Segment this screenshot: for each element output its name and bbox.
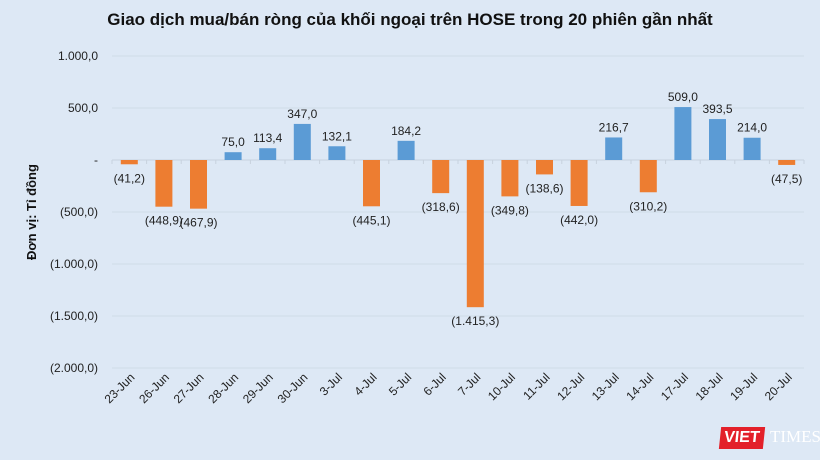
y-tick-label: 500,0 xyxy=(68,101,98,115)
x-tick-label: 10-Jul xyxy=(485,370,518,403)
x-tick-label: 26-Jun xyxy=(136,370,172,406)
bar xyxy=(674,107,692,160)
data-label: 214,0 xyxy=(737,121,767,135)
bar xyxy=(120,160,138,165)
data-label: (445,1) xyxy=(352,213,390,227)
bar xyxy=(155,160,173,207)
x-tick-label: 19-Jul xyxy=(727,370,760,403)
x-tick-label: 11-Jul xyxy=(520,370,552,402)
bar xyxy=(397,140,415,160)
bar xyxy=(501,160,519,197)
x-tick-label: 13-Jul xyxy=(589,370,622,403)
data-label: 393,5 xyxy=(702,102,732,116)
x-tick-label: 29-Jun xyxy=(240,370,276,406)
x-tick-label: 23-Jun xyxy=(102,370,138,406)
y-tick-label: - xyxy=(94,153,98,167)
x-tick-label: 20-Jul xyxy=(762,370,795,403)
data-label: 216,7 xyxy=(599,120,629,134)
viettimes-logo: VIET TIMES xyxy=(718,425,820,455)
x-tick-label: 30-Jun xyxy=(275,370,311,406)
x-tick-label: 5-Jul xyxy=(386,370,414,398)
bar xyxy=(224,152,242,160)
data-label: 184,2 xyxy=(391,124,421,138)
data-label: (1.415,3) xyxy=(451,314,499,328)
x-tick-label: 17-Jul xyxy=(658,370,691,403)
data-label: (310,2) xyxy=(629,199,667,213)
data-label: (442,0) xyxy=(560,213,598,227)
data-label: (467,9) xyxy=(179,216,217,230)
y-tick-label: 1.000,0 xyxy=(58,49,98,63)
data-label: 347,0 xyxy=(287,107,317,121)
y-axis-label: Đơn vị: Tỉ đồng xyxy=(24,164,39,260)
x-tick-label: 28-Jun xyxy=(205,370,241,406)
data-label: (138,6) xyxy=(525,181,563,195)
x-tick-label: 4-Jul xyxy=(351,370,379,398)
bar xyxy=(778,160,796,165)
y-tick-label: (2.000,0) xyxy=(50,361,98,375)
x-tick-label: 6-Jul xyxy=(421,370,449,398)
bar xyxy=(259,148,277,160)
bar xyxy=(743,137,761,160)
bar xyxy=(570,160,588,206)
x-tick-label: 18-Jul xyxy=(693,370,726,403)
x-tick-label: 7-Jul xyxy=(455,370,483,398)
bar xyxy=(190,160,207,209)
x-tick-label: 27-Jun xyxy=(171,370,207,406)
data-label: 132,1 xyxy=(322,129,352,143)
data-label: 113,4 xyxy=(253,131,282,145)
bar xyxy=(466,160,484,308)
data-label: (448,9) xyxy=(145,214,183,228)
data-label: (41,2) xyxy=(114,171,145,185)
y-tick-label: (1.000,0) xyxy=(50,257,98,271)
bar xyxy=(605,137,623,160)
data-label: 509,0 xyxy=(668,90,698,104)
bar xyxy=(432,160,450,194)
y-tick-label: (1.500,0) xyxy=(50,309,98,323)
x-tick-label: 14-Jul xyxy=(623,370,656,403)
bar xyxy=(293,123,311,160)
bar xyxy=(709,119,726,160)
y-tick-label: (500,0) xyxy=(60,205,98,219)
bar xyxy=(536,160,553,175)
data-label: (318,6) xyxy=(422,200,460,214)
data-label: (349,8) xyxy=(491,203,529,217)
chart-title: Giao dịch mua/bán ròng của khối ngoại tr… xyxy=(107,10,713,29)
bar xyxy=(328,146,346,160)
x-tick-label: 12-Jul xyxy=(554,370,587,403)
bar xyxy=(639,160,657,193)
bar xyxy=(363,160,380,207)
data-label: (47,5) xyxy=(771,172,802,186)
x-tick-label: 3-Jul xyxy=(317,370,345,398)
data-label: 75,0 xyxy=(221,135,245,149)
